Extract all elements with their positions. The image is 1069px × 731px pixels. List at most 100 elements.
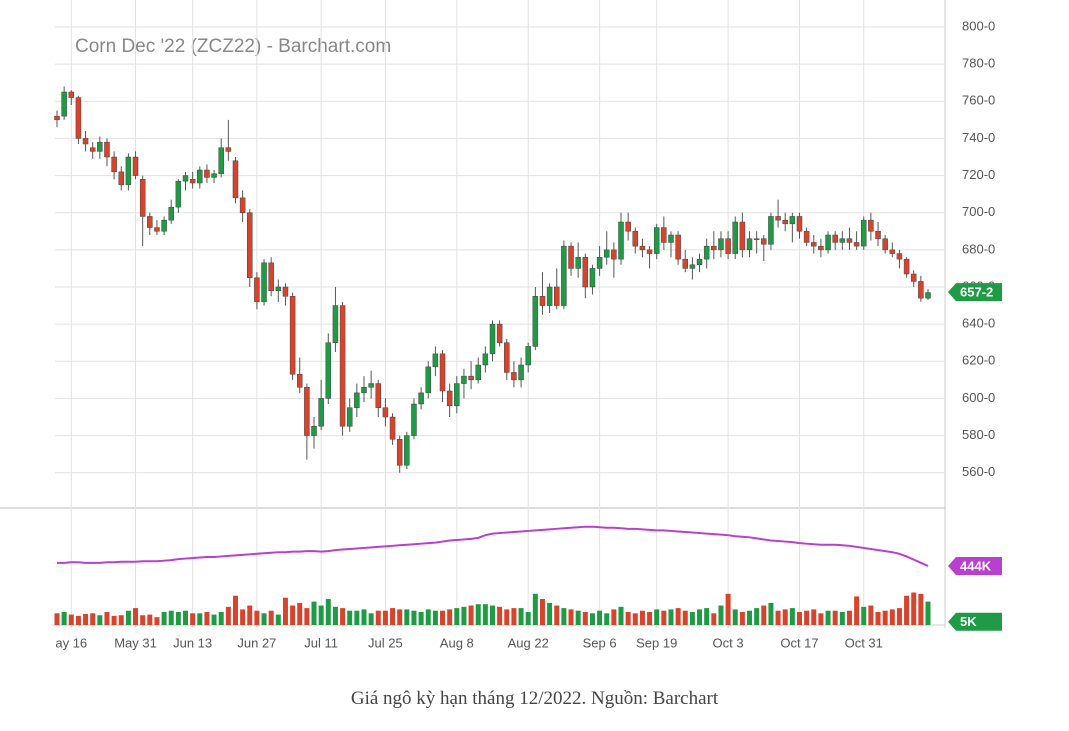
volume-bar [111,615,117,625]
volume-bar [425,609,431,625]
volume-bar [282,597,288,625]
volume-bar [697,609,703,625]
candle-body [296,374,303,388]
candle-body [304,387,310,436]
candle-body [425,366,431,394]
volume-bar [225,606,231,625]
candle-body [354,392,360,408]
volume-bar [889,609,895,625]
volume-bar [568,609,574,625]
volume-bar [440,610,446,625]
candle-body [618,221,624,260]
candle-body [568,245,574,269]
volume-bar [668,609,674,625]
y-tick-label: 560-0 [962,464,995,479]
volume-bar [297,602,303,625]
y-tick-label: 620-0 [962,353,995,368]
candle-body [82,138,89,145]
x-tick-label: Oct 3 [713,635,744,650]
volume-bar [575,610,581,625]
candle-body [254,277,260,303]
volume-bar [61,612,67,625]
candle-body [639,245,646,251]
y-tick-label: 760-0 [962,93,995,108]
volume-bar [689,612,695,625]
volume-bar [325,599,331,625]
volume-bar [711,613,717,625]
candle-body [496,323,503,343]
y-tick-label: 700-0 [962,204,995,219]
candle-body [811,242,817,247]
candle-body [818,245,824,251]
y-tick-label: 580-0 [962,427,995,442]
candle-body [346,407,353,427]
chart: Corn Dec '22 (ZCZ22) - Barchart.com 560-… [0,0,1002,650]
candle-body [582,257,589,288]
candle-body [111,156,117,173]
candle-body [739,221,746,251]
volume-bar [432,610,438,625]
candle-body [182,175,189,182]
volume-bar [739,612,745,625]
candle-body [175,180,182,208]
volume-bar [675,608,681,625]
volume-bar [611,609,617,625]
volume-bar [704,608,710,625]
volume-bar [618,606,624,625]
candle-body [418,392,424,405]
volume-bar [582,612,588,625]
volume-bar [482,604,488,625]
x-tick-label: Aug 22 [508,635,549,650]
volume-bar [789,608,795,625]
x-tick-label: Sep 19 [636,635,677,650]
open-interest-tag-label: 444K [960,558,992,573]
y-tick-label: 800-0 [962,18,995,33]
candle-body [718,238,724,251]
candle-body [439,353,446,392]
candle-body [197,169,203,184]
candle-body [389,416,396,440]
volume-bar [411,610,417,625]
candle-body [382,407,389,418]
candle-body [375,383,382,408]
candle-body [225,147,232,152]
candle-body [803,231,810,243]
candle-body [882,238,888,251]
candle-body [703,245,710,260]
volume-bar [761,605,767,625]
candle-body [868,219,874,232]
volume-bar [804,610,810,625]
candle-body [161,219,167,232]
candle-body [189,179,196,184]
volume-bar [775,610,781,625]
volume-bar [825,610,831,625]
candle-body [789,216,796,225]
candle-body [396,439,403,466]
y-tick-label: 600-0 [962,390,995,405]
volume-bar [768,602,774,625]
candle-body [275,286,282,291]
volume-bar [747,610,753,625]
volume-bar [204,612,210,625]
candle-body [646,249,653,254]
open-interest-line [57,525,929,567]
y-tick-label: 780-0 [962,56,995,71]
candle-body [825,234,831,251]
volume-bar [268,610,274,625]
volume-bar [732,609,738,625]
candle-body [139,179,146,217]
candle-body [446,390,453,407]
volume-bar [218,612,224,625]
volume-bar [811,609,817,625]
volume-bar [90,613,96,625]
candle-body [504,342,510,373]
volume-bar [275,614,281,625]
volume-bar [639,610,645,625]
volume-bar [154,617,160,625]
volume-bar [904,595,910,625]
candle-body [575,257,581,269]
volume-bar [375,610,381,625]
volume-bar [854,596,860,625]
candle-body [525,346,531,366]
